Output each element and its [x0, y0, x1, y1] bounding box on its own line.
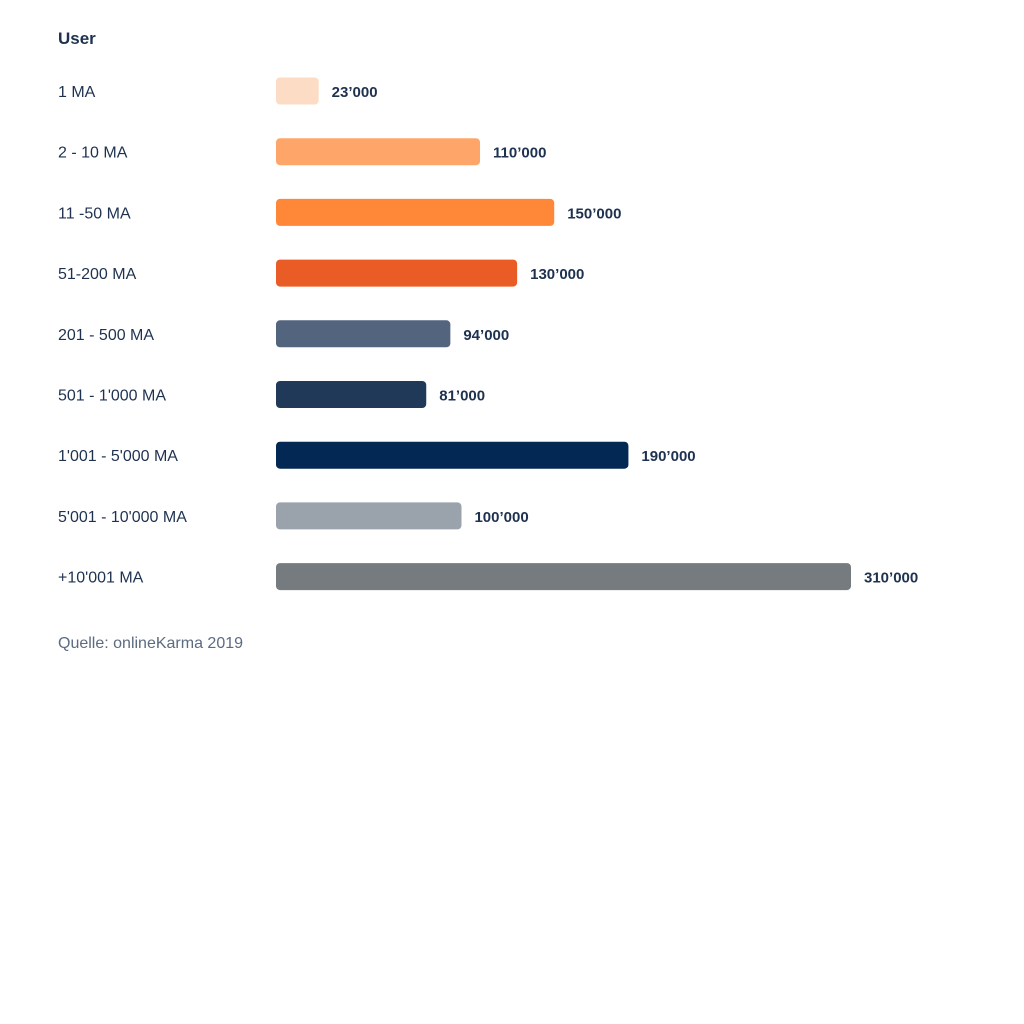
category-label: 5'001 - 10'000 MA — [58, 509, 187, 526]
bar — [276, 138, 481, 166]
value-label: 94’000 — [463, 327, 509, 344]
source-note: Quelle: onlineKarma 2019 — [58, 635, 244, 652]
value-label: 110’000 — [493, 145, 546, 162]
bar — [276, 198, 555, 226]
value-label: 130’000 — [530, 266, 584, 283]
category-label: 1'001 - 5'000 MA — [58, 448, 178, 465]
value-label: 150’000 — [567, 205, 621, 222]
value-label: 190’000 — [641, 448, 695, 465]
category-label: 501 - 1'000 MA — [58, 388, 166, 405]
category-label: 201 - 500 MA — [58, 327, 154, 344]
category-label: 11 -50 MA — [58, 205, 131, 222]
category-label: 2 - 10 MA — [58, 145, 128, 162]
category-label: 1 MA — [58, 84, 96, 101]
bar — [276, 259, 518, 287]
bar — [276, 77, 319, 105]
bar — [276, 320, 451, 348]
chart-title: User — [58, 29, 96, 48]
value-label: 81’000 — [439, 388, 485, 405]
bar — [276, 441, 629, 469]
bar — [276, 381, 427, 408]
value-label: 100’000 — [474, 509, 528, 526]
value-label: 310’000 — [864, 570, 918, 587]
category-label: +10'001 MA — [58, 570, 144, 587]
bar — [276, 563, 851, 591]
category-label: 51-200 MA — [58, 266, 137, 283]
bar — [276, 502, 462, 530]
value-label: 23’000 — [332, 84, 378, 101]
